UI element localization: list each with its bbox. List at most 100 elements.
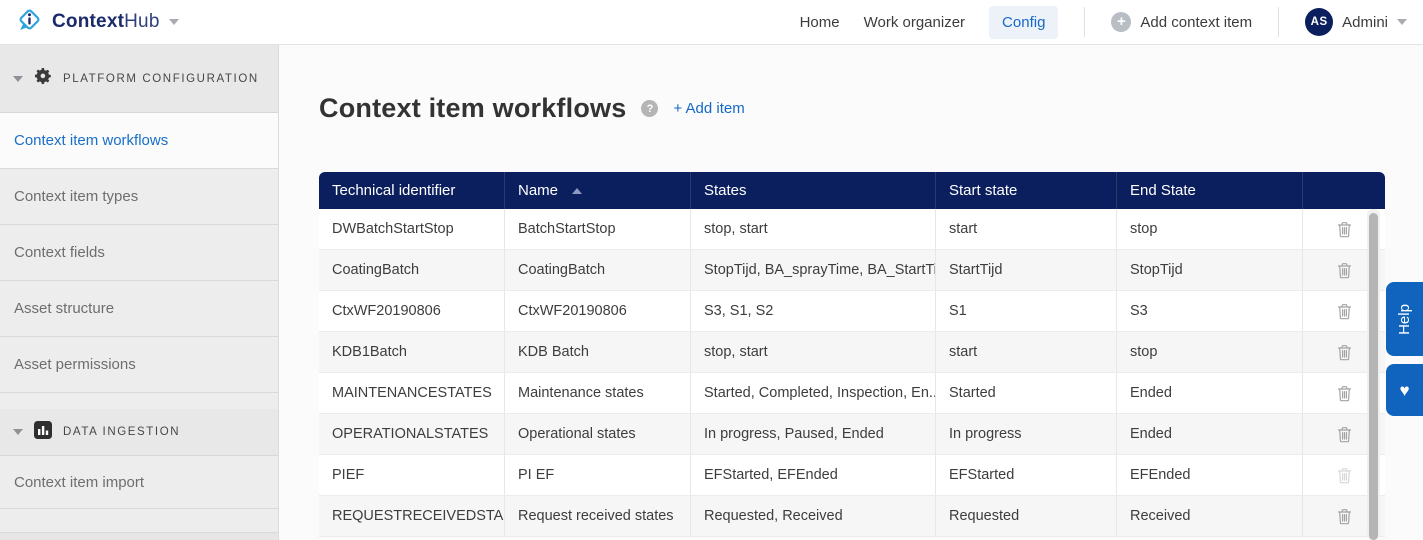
help-tab[interactable]: Help [1386, 282, 1423, 356]
trash-icon[interactable] [1337, 262, 1352, 279]
table-row[interactable]: CtxWF20190806 CtxWF20190806 S3, S1, S2 S… [319, 291, 1385, 332]
cell-states: stop, start [691, 332, 936, 372]
cell-end-state: stop [1117, 332, 1303, 372]
cell-end-state: S3 [1117, 291, 1303, 331]
page-title: Context item workflows [319, 93, 627, 123]
trash-icon[interactable] [1337, 303, 1352, 320]
add-item-button[interactable]: + Add item [673, 100, 745, 117]
main-content: Context item workflows ? + Add item Tech… [280, 45, 1423, 540]
cell-technical-identifier: PIEF [319, 455, 505, 495]
cell-name: CoatingBatch [505, 250, 691, 290]
table-header: Technical identifier Name States Start s… [319, 172, 1385, 209]
cell-actions [1303, 291, 1385, 331]
bar-chart-icon [34, 420, 52, 444]
trash-icon[interactable] [1337, 508, 1352, 525]
column-header-end-state[interactable]: End State [1117, 172, 1303, 209]
cell-technical-identifier: MAINTENANCESTATES [319, 373, 505, 413]
nav-config-active[interactable]: Config [989, 5, 1059, 39]
sidebar-next-section-edge [0, 532, 278, 540]
sidebar-item-asset-permissions[interactable]: Asset permissions [0, 337, 278, 393]
cell-name: CtxWF20190806 [505, 291, 691, 331]
trash-icon[interactable] [1337, 221, 1352, 238]
cell-actions [1303, 250, 1385, 290]
contexthub-logo-icon [16, 6, 43, 38]
cell-actions [1303, 455, 1385, 495]
table-row[interactable]: MAINTENANCESTATES Maintenance states Sta… [319, 373, 1385, 414]
page-title-row: Context item workflows ? + Add item [319, 93, 745, 124]
cell-technical-identifier: REQUESTRECEIVEDSTA... [319, 496, 505, 536]
cell-states: StopTijd, BA_sprayTime, BA_StartTi... [691, 250, 936, 290]
column-header-start-state[interactable]: Start state [936, 172, 1117, 209]
table-row[interactable]: CoatingBatch CoatingBatch StopTijd, BA_s… [319, 250, 1385, 291]
cell-actions [1303, 373, 1385, 413]
cell-start-state: start [936, 332, 1117, 372]
cell-start-state: S1 [936, 291, 1117, 331]
brand-chevron-down-icon[interactable] [168, 19, 179, 25]
cell-states: stop, start [691, 209, 936, 249]
sidebar-section-platform-configuration[interactable]: PLATFORM CONFIGURATION [0, 45, 278, 113]
cell-name: Request received states [505, 496, 691, 536]
avatar: AS [1305, 8, 1334, 36]
chevron-down-icon [13, 75, 23, 82]
column-header-technical-identifier[interactable]: Technical identifier [319, 172, 505, 209]
sidebar-item-asset-structure[interactable]: Asset structure [0, 281, 278, 337]
cell-technical-identifier: DWBatchStartStop [319, 209, 505, 249]
sidebar-section-data-ingestion[interactable]: DATA INGESTION [0, 409, 278, 456]
spacer [0, 393, 278, 409]
column-header-states[interactable]: States [691, 172, 936, 209]
cell-actions [1303, 209, 1385, 249]
cell-end-state: StopTijd [1117, 250, 1303, 290]
column-header-name[interactable]: Name [505, 172, 691, 209]
sidebar-item-context-item-import[interactable]: Context item import [0, 456, 278, 509]
cell-technical-identifier: OPERATIONALSTATES [319, 414, 505, 454]
cell-states: Requested, Received [691, 496, 936, 536]
table-row[interactable]: KDB1Batch KDB Batch stop, start start st… [319, 332, 1385, 373]
cell-name: KDB Batch [505, 332, 691, 372]
cell-name: PI EF [505, 455, 691, 495]
cell-start-state: start [936, 209, 1117, 249]
table-row[interactable]: REQUESTRECEIVEDSTA... Request received s… [319, 496, 1385, 537]
cell-end-state: Received [1117, 496, 1303, 536]
sidebar-item-context-item-workflows[interactable]: Context item workflows [0, 113, 278, 169]
nav-home[interactable]: Home [799, 13, 840, 31]
nav-work-organizer[interactable]: Work organizer [863, 13, 966, 31]
column-header-actions [1303, 172, 1385, 209]
table-row[interactable]: PIEF PI EF EFStarted, EFEnded EFStarted … [319, 455, 1385, 496]
top-navigation: Home Work organizer Config + Add context… [799, 5, 1407, 39]
sidebar-section-label: PLATFORM CONFIGURATION [63, 72, 259, 85]
user-menu[interactable]: AS Admini [1305, 8, 1407, 36]
trash-icon[interactable] [1337, 426, 1352, 443]
cell-name: Operational states [505, 414, 691, 454]
trash-icon [1337, 467, 1352, 484]
cell-technical-identifier: CoatingBatch [319, 250, 505, 290]
sidebar-item-context-item-types[interactable]: Context item types [0, 169, 278, 225]
table-row[interactable]: OPERATIONALSTATES Operational states In … [319, 414, 1385, 455]
chevron-down-icon [13, 429, 23, 435]
cell-end-state: Ended [1117, 414, 1303, 454]
workflows-table: Technical identifier Name States Start s… [319, 172, 1385, 537]
table-scrollbar-thumb[interactable] [1369, 213, 1378, 540]
favorites-tab[interactable]: ♥ [1386, 364, 1423, 416]
user-name: Admini [1342, 13, 1388, 31]
table-body: DWBatchStartStop BatchStartStop stop, st… [319, 209, 1385, 537]
add-context-item-label: Add context item [1140, 13, 1253, 31]
gear-icon [34, 67, 52, 90]
cell-start-state: Started [936, 373, 1117, 413]
help-question-icon[interactable]: ? [641, 100, 659, 117]
add-context-item-button[interactable]: + Add context item [1111, 12, 1252, 32]
help-tab-label: Help [1395, 303, 1413, 335]
user-chevron-down-icon [1397, 19, 1407, 25]
cell-actions [1303, 414, 1385, 454]
trash-icon[interactable] [1337, 385, 1352, 402]
table-row[interactable]: DWBatchStartStop BatchStartStop stop, st… [319, 209, 1385, 250]
cell-technical-identifier: KDB1Batch [319, 332, 505, 372]
brand-logo[interactable]: ContextHub [16, 6, 179, 38]
trash-icon[interactable] [1337, 344, 1352, 361]
brand-name: ContextHub [52, 11, 160, 32]
cell-states: EFStarted, EFEnded [691, 455, 936, 495]
sidebar-item-context-fields[interactable]: Context fields [0, 225, 278, 281]
divider [1084, 7, 1086, 37]
cell-start-state: Requested [936, 496, 1117, 536]
cell-start-state: StartTijd [936, 250, 1117, 290]
